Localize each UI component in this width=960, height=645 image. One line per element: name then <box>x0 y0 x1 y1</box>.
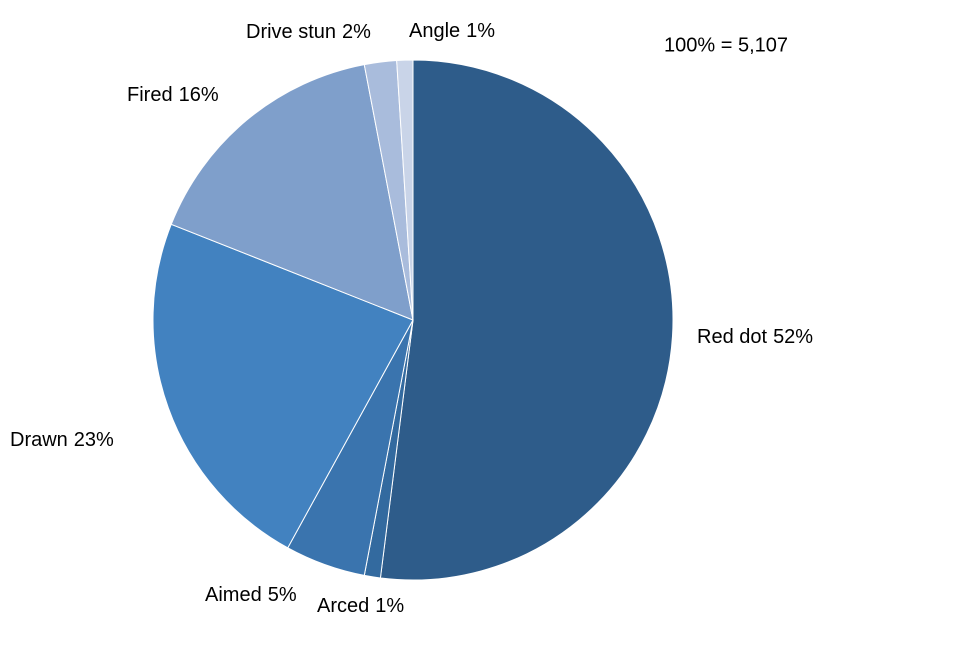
slice-label-value: 1% <box>375 595 404 617</box>
slice-label-name: Aimed <box>205 584 262 606</box>
slice-label-value: 52% <box>773 326 813 348</box>
pie-slice <box>152 223 414 549</box>
pie-slice <box>170 64 414 321</box>
slice-label-value: 16% <box>179 84 219 106</box>
slice-label: Arced 1% <box>317 595 404 617</box>
slice-label-value: 23% <box>74 429 114 451</box>
slice-label-value: 2% <box>342 21 371 43</box>
slice-label: Fired 16% <box>127 84 219 106</box>
slice-label-name: Angle <box>409 20 460 42</box>
slice-label-value: 5% <box>268 584 297 606</box>
slice-label: Drawn 23% <box>10 429 114 451</box>
slice-label: Red dot 52% <box>697 326 813 348</box>
slice-label-name: Drive stun <box>246 21 336 43</box>
slice-label: Drive stun 2% <box>246 21 371 43</box>
pie-slice <box>379 59 674 581</box>
slice-label-name: Drawn <box>10 429 68 451</box>
slice-label: Aimed 5% <box>205 584 297 606</box>
slice-label-name: Red dot <box>697 326 767 348</box>
annotation: 100% = 5,107 <box>664 34 788 56</box>
slice-label: Angle 1% <box>409 20 495 42</box>
pie-slice <box>396 59 414 321</box>
slice-label-value: 1% <box>466 20 495 42</box>
slice-label-name: Fired <box>127 84 173 106</box>
slice-label-name: Arced <box>317 595 369 617</box>
